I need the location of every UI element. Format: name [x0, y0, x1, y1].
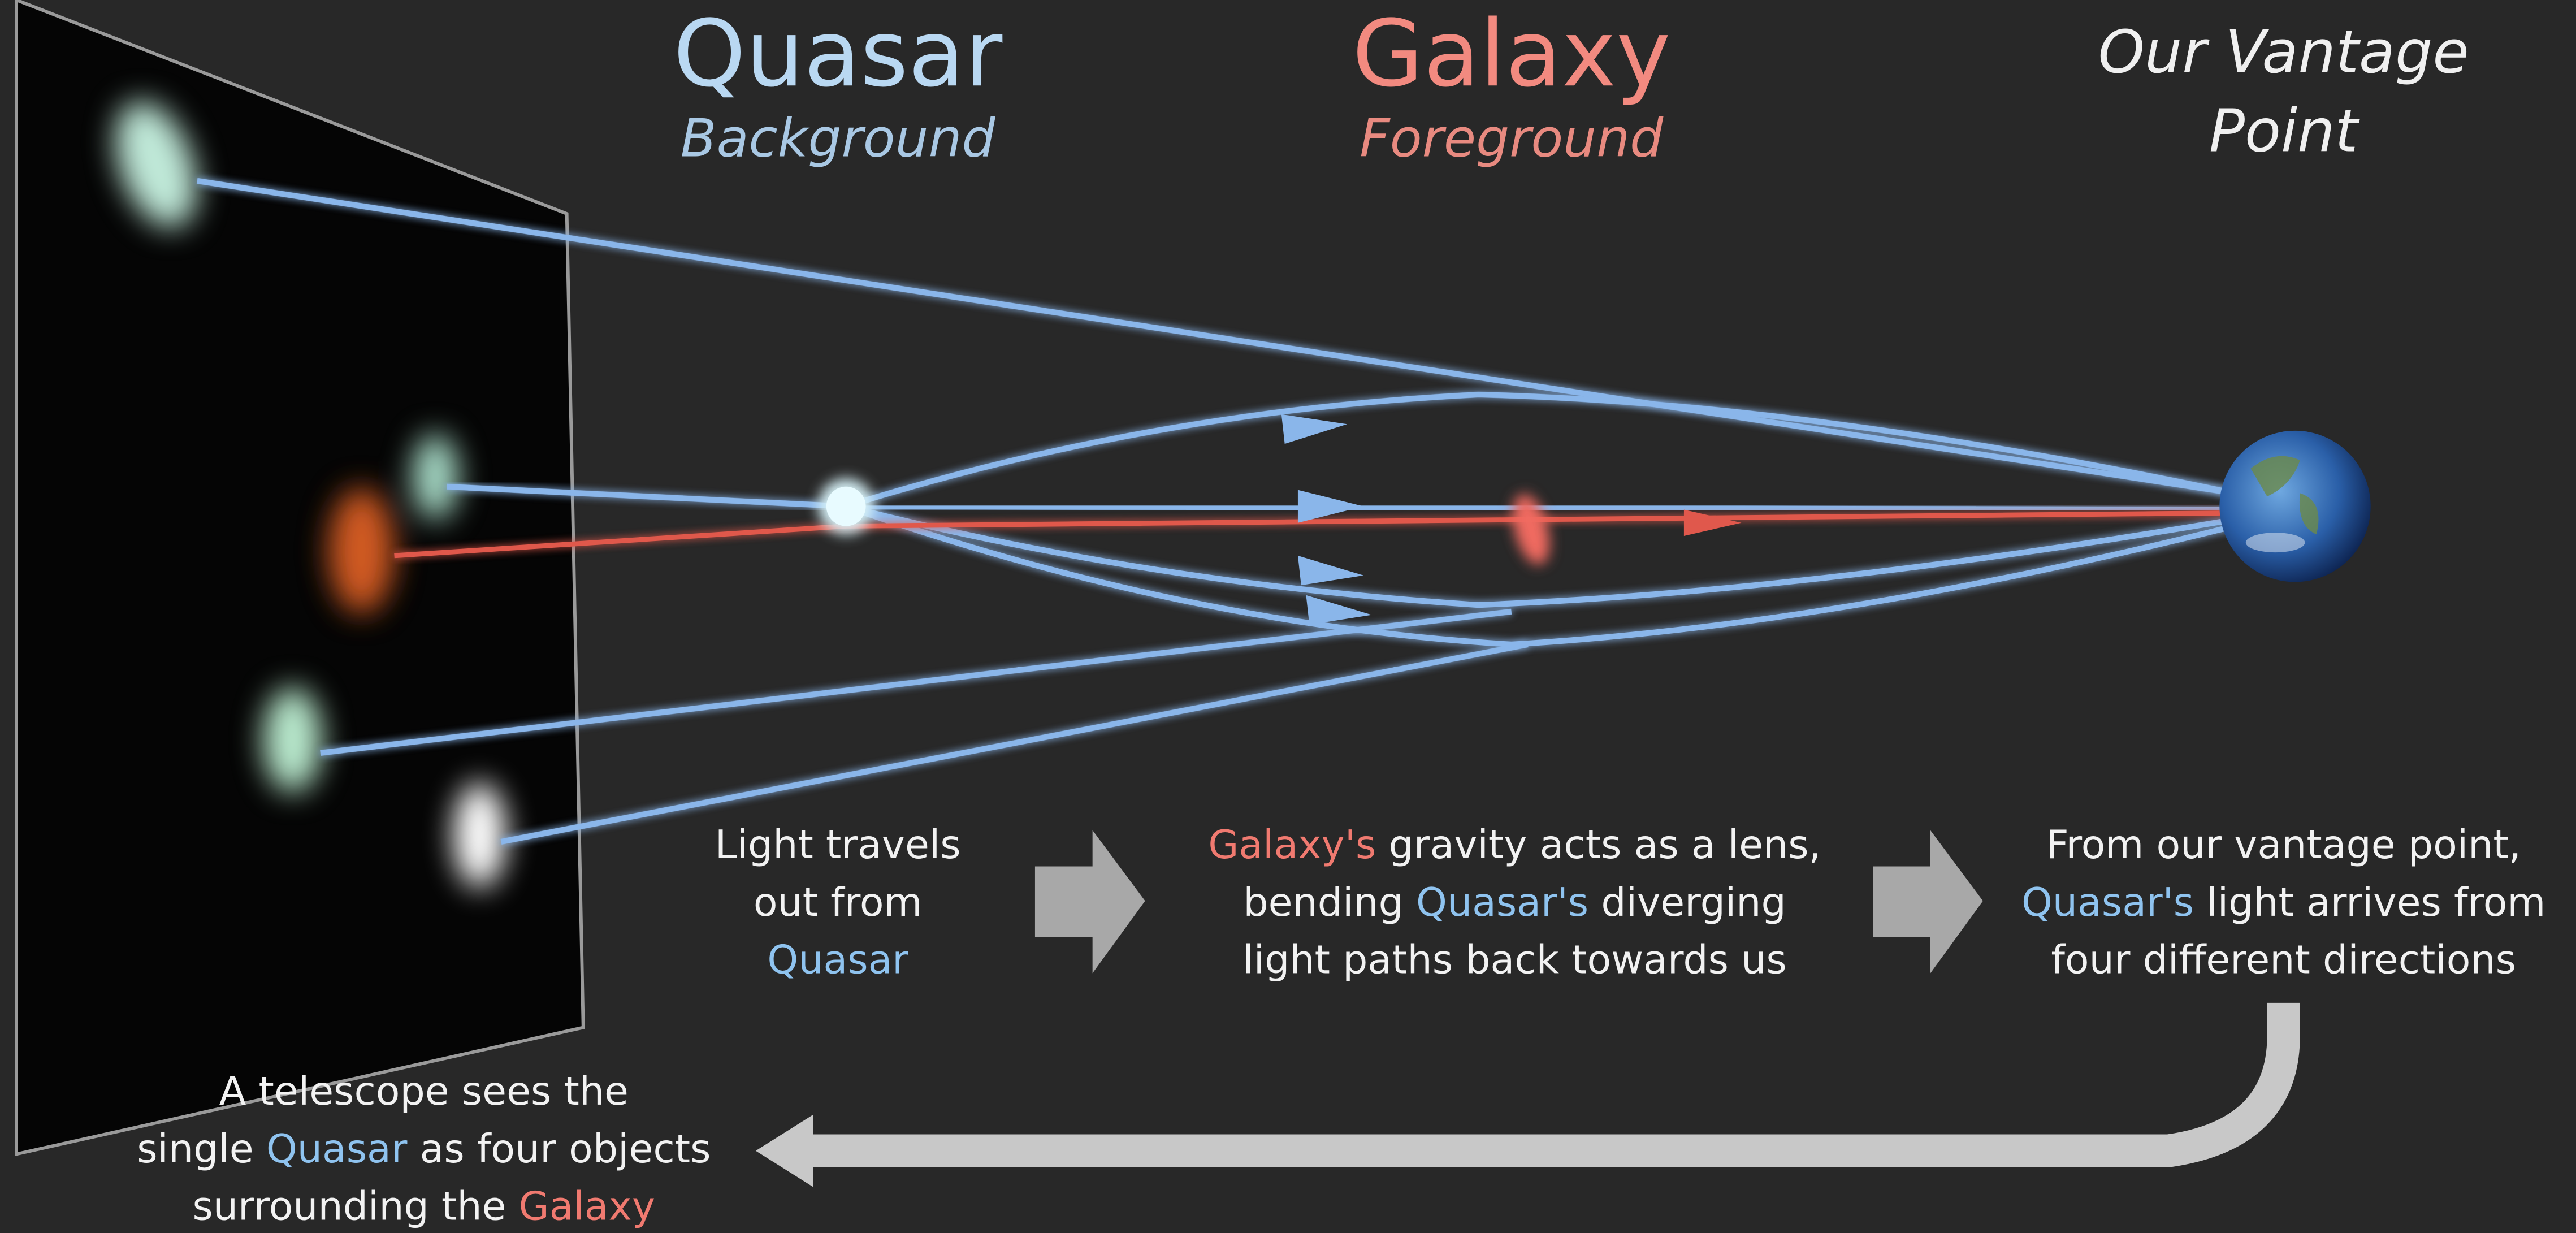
caption-text: Galaxy — [519, 1184, 655, 1230]
caption-text: From our vantage point, — [2046, 822, 2521, 868]
caption-text: as four objects — [420, 1126, 711, 1172]
caption: four different directions — [2051, 937, 2516, 983]
caption-text: single — [137, 1126, 253, 1172]
caption: From our vantage point, — [2046, 822, 2521, 868]
quasar-core — [826, 487, 866, 526]
vantage-title: Our Vantage — [2098, 18, 2469, 86]
caption: A telescope sees the — [219, 1068, 629, 1114]
caption-text: bending — [1243, 880, 1404, 925]
caption-text: Quasar's — [1416, 880, 1588, 925]
caption-text: Galaxy's — [1208, 822, 1376, 868]
caption-text: light paths back towards us — [1242, 937, 1786, 983]
caption-text: gravity acts as a lens, — [1389, 822, 1821, 868]
caption-text: light arrives from — [2206, 880, 2545, 925]
galaxy-subtitle: Foreground — [1360, 107, 1664, 168]
caption-text: Quasar — [767, 937, 908, 983]
caption-text: Quasar's — [2021, 880, 2194, 925]
caption: out from — [754, 880, 923, 925]
caption-text: four different directions — [2051, 937, 2516, 983]
caption-text: surrounding the — [193, 1184, 506, 1230]
caption-text: Quasar — [266, 1126, 408, 1172]
caption: single Quasar as four objects — [137, 1126, 711, 1172]
infographic: Quasar Background Galaxy Foreground Our … — [0, 0, 2576, 1233]
earth — [2219, 431, 2370, 582]
caption: surrounding the Galaxy — [193, 1184, 656, 1230]
quasar-title: Quasar — [673, 1, 1002, 107]
caption-text: out from — [754, 880, 923, 925]
caption: light paths back towards us — [1242, 937, 1786, 983]
vantage-title: Point — [2209, 97, 2360, 166]
caption: Light travels — [715, 822, 961, 868]
caption: Galaxy's gravity acts as a lens, — [1208, 822, 1821, 868]
caption: Quasar's light arrives from — [2021, 880, 2545, 925]
caption-text: A telescope sees the — [219, 1068, 629, 1114]
caption: Quasar — [767, 937, 908, 983]
caption-text: Light travels — [715, 822, 961, 868]
caption-text: diverging — [1601, 880, 1786, 925]
caption: bending Quasar's diverging — [1243, 880, 1786, 925]
quasar-subtitle: Background — [681, 107, 996, 168]
galaxy-title: Galaxy — [1352, 1, 1670, 107]
